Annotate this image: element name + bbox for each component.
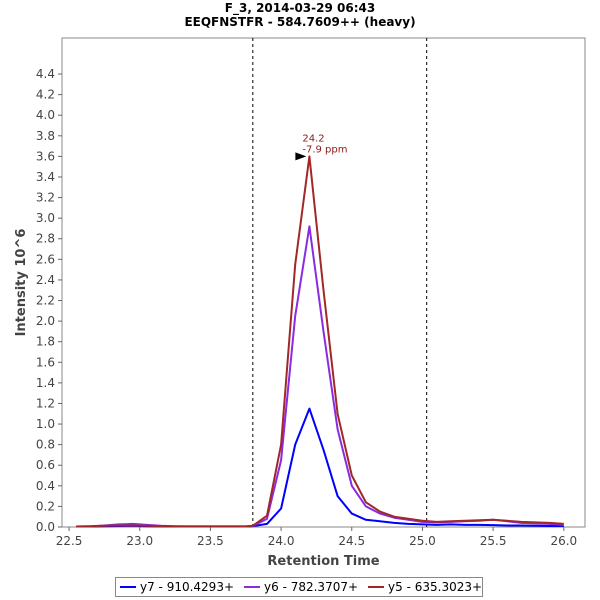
y-tick-label: 0.0 (36, 520, 55, 534)
x-tick-label: 24.0 (268, 534, 295, 548)
chart-subtitle: EEQFNSTFR - 584.7609++ (heavy) (184, 15, 416, 29)
peak-marker-icon (295, 152, 307, 161)
y-tick-label: 3.8 (36, 129, 55, 143)
peak-annotation-ppm: -7.9 ppm (302, 144, 347, 155)
y-tick-label: 0.4 (36, 479, 55, 493)
legend-label: y7 - 910.4293+ (140, 580, 235, 594)
y-tick-label: 3.0 (36, 211, 55, 225)
y-tick-label: 2.8 (36, 232, 55, 246)
y-tick-label: 1.0 (36, 417, 55, 431)
legend-swatch (368, 586, 385, 588)
y-tick-label: 4.0 (36, 108, 55, 122)
x-tick-label: 25.0 (409, 534, 436, 548)
y-tick-label: 1.2 (36, 396, 55, 410)
y-tick-label: 3.6 (36, 149, 55, 163)
y-tick-label: 1.4 (36, 376, 55, 390)
x-tick-label: 23.0 (126, 534, 153, 548)
y-tick-label: 4.2 (36, 88, 55, 102)
y-tick-label: 3.4 (36, 170, 55, 184)
legend-swatch (244, 586, 261, 588)
chart-title: F_3, 2014-03-29 06:43 (224, 1, 376, 15)
x-tick-label: 23.5 (197, 534, 224, 548)
legend-label: y5 - 635.3023+ (388, 580, 483, 594)
legend-item: y5 - 635.3023+ (368, 580, 482, 594)
y-tick-label: 1.6 (36, 355, 55, 369)
y-tick-label: 0.2 (36, 499, 55, 513)
y-tick-label: 0.6 (36, 458, 55, 472)
legend-swatch (120, 586, 136, 588)
legend-item: y7 - 910.4293+ (120, 580, 234, 594)
x-tick-label: 25.5 (480, 534, 507, 548)
x-tick-label: 26.0 (550, 534, 577, 548)
y-tick-label: 1.8 (36, 335, 55, 349)
y-tick-label: 2.4 (36, 273, 55, 287)
y-tick-label: 2.0 (36, 314, 55, 328)
y-tick-label: 4.4 (36, 67, 55, 81)
series-line (76, 155, 564, 528)
legend: y7 - 910.4293+ y6 - 782.3707+ y5 - 635.302… (115, 577, 483, 597)
y-tick-label: 0.8 (36, 438, 55, 452)
y-tick-label: 2.2 (36, 294, 55, 308)
y-tick-label: 2.6 (36, 252, 55, 266)
peak-annotation-rt: 24.2 (302, 133, 324, 144)
chromatogram-chart: 0.0 0.2 0.4 0.6 0.8 1.0 1.2 1.4 1.6 1.8 2.0 2.2 2.4 2… (14, 37, 586, 569)
y-axis-label: Intensity 10^6 (14, 229, 29, 337)
x-tick-label: 22.5 (56, 534, 83, 548)
x-axis-label: Retention Time (267, 554, 379, 569)
legend-label: y6 - 782.3707+ (264, 580, 359, 594)
legend-item: y6 - 782.3707+ (244, 580, 358, 594)
x-tick-label: 24.5 (338, 534, 365, 548)
y-tick-label: 3.2 (36, 191, 55, 205)
